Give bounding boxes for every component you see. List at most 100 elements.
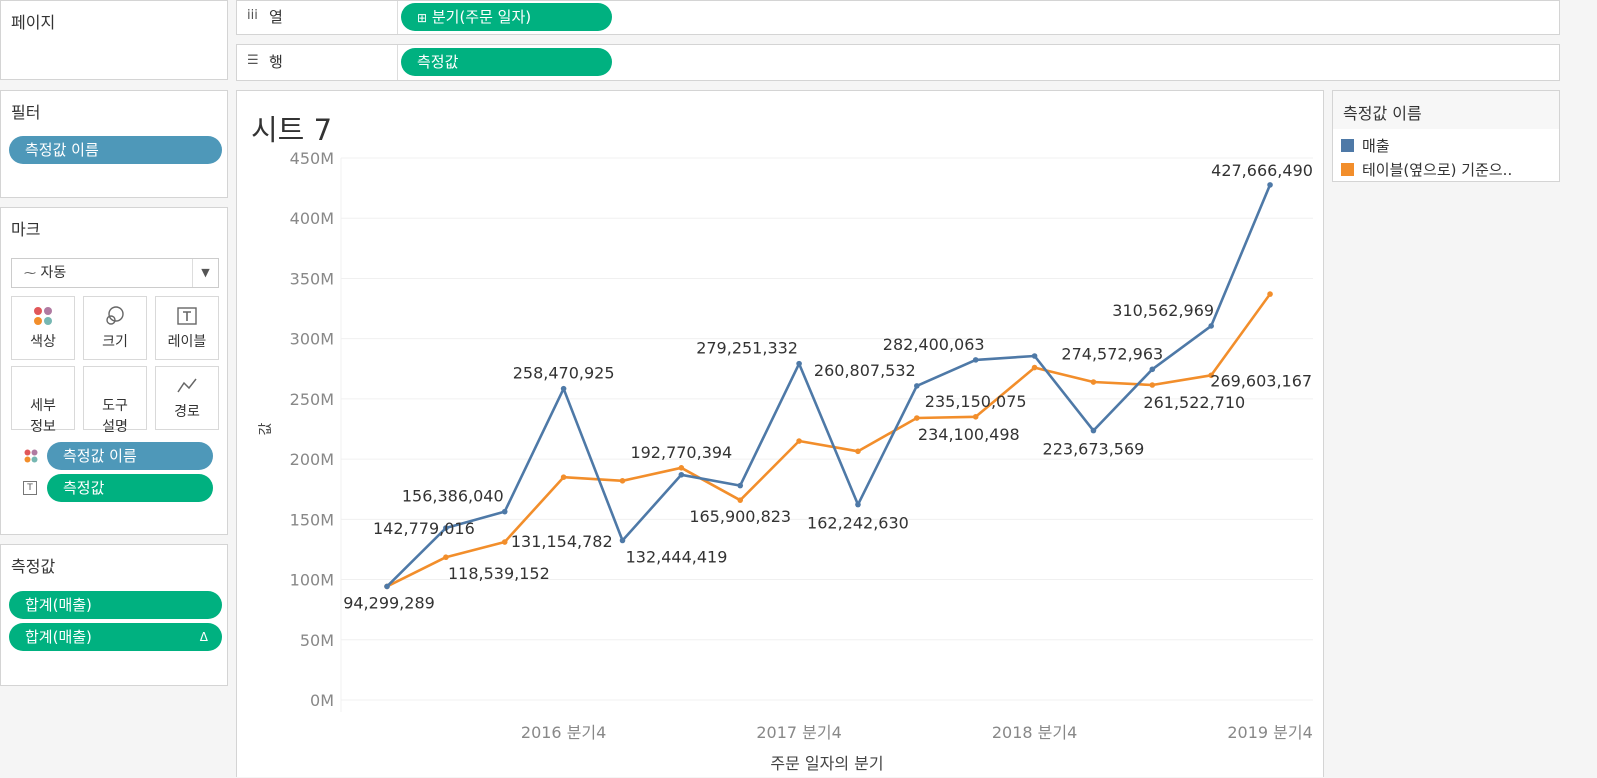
- data-point: [560, 385, 567, 392]
- data-label: 258,470,925: [513, 364, 615, 383]
- data-point: [1031, 353, 1038, 359]
- detail-button[interactable]: 세부 정보: [11, 366, 75, 435]
- x-tick-label: 2018 분기4: [992, 723, 1077, 742]
- data-label: 282,400,063: [883, 335, 985, 354]
- x-axis-title: 주문 일자의 분기: [770, 754, 883, 773]
- tooltip-button[interactable]: 도구 설명: [83, 366, 147, 435]
- filter-pill-measure-names[interactable]: 측정값 이름: [9, 136, 222, 164]
- data-label: 427,666,490: [1211, 161, 1313, 180]
- data-label: 260,807,532: [814, 361, 916, 380]
- color-button[interactable]: 색상: [11, 296, 75, 360]
- color-icon: [34, 307, 52, 325]
- filters-title: 필터: [11, 103, 41, 122]
- legend-label: 테이블(옆으로) 기준으..: [1362, 161, 1513, 179]
- text-mark-icon: T: [23, 481, 37, 495]
- tooltip-label: 도구 설명: [102, 398, 128, 435]
- size-icon: [106, 306, 124, 325]
- columns-label: 열: [269, 8, 283, 26]
- chevron-down-icon: ▼: [192, 259, 218, 287]
- rows-shelf: ☰ 행 측정값: [236, 44, 1560, 81]
- rows-label: 행: [269, 53, 283, 71]
- y-tick-label: 100M: [290, 571, 334, 590]
- y-axis-title: 값: [258, 422, 274, 435]
- columns-pill-label: 분기(주문 일자): [431, 8, 532, 26]
- data-label: 279,251,332: [696, 339, 798, 358]
- legend-item-sales[interactable]: 매출: [1341, 135, 1390, 156]
- data-label: 234,100,498: [918, 425, 1020, 444]
- y-tick-label: 250M: [290, 390, 334, 409]
- legend-swatch: [1341, 163, 1354, 176]
- data-point: [384, 583, 390, 590]
- x-tick-label: 2019 분기4: [1227, 723, 1312, 742]
- rows-pill-measure-values[interactable]: 측정값: [401, 48, 612, 76]
- data-point: [972, 413, 979, 420]
- line-chart: 0M 50M 100M 150M 200M 250M 300M 350M 400M 450M 201…: [258, 149, 1313, 773]
- shelf-divider: [397, 1, 398, 34]
- sheet-title: 시트 7: [251, 113, 333, 147]
- columns-pill-quarter[interactable]: ⊞ 분기(주문 일자): [401, 3, 612, 31]
- measure-pill-sales[interactable]: 합계(매출): [9, 591, 222, 619]
- size-button[interactable]: 크기: [83, 296, 147, 360]
- path-icon: [177, 378, 197, 393]
- data-point: [796, 438, 802, 444]
- data-point: [914, 415, 920, 421]
- data-point: [678, 471, 685, 478]
- data-point: [737, 497, 744, 503]
- data-point: [678, 465, 685, 471]
- data-point: [443, 525, 449, 531]
- data-point: [737, 482, 744, 489]
- rows-icon: ☰: [247, 53, 259, 68]
- color-label: 색상: [30, 334, 56, 350]
- data-label: 165,900,823: [689, 507, 791, 526]
- pages-title: 페이지: [11, 13, 56, 32]
- y-tick-label: 400M: [290, 209, 334, 228]
- series-line-0: [386, 184, 1272, 588]
- line-icon: ⁓: [24, 266, 36, 280]
- label-label: 레이블: [167, 334, 207, 350]
- data-point: [914, 383, 920, 389]
- columns-icon: iii: [247, 8, 258, 23]
- legend-item-table-calc[interactable]: 테이블(옆으로) 기준으..: [1341, 159, 1512, 180]
- measure-pill-sales-table-calc[interactable]: 합계(매출) Δ: [9, 623, 222, 651]
- data-label: 94,299,289: [343, 593, 435, 612]
- y-tick-label: 50M: [300, 631, 334, 650]
- data-point: [1208, 372, 1214, 379]
- legend-card: 측정값 이름 매출 테이블(옆으로) 기준으..: [1332, 90, 1560, 182]
- data-point: [619, 477, 626, 484]
- text-icon: [177, 307, 197, 325]
- data-point: [501, 539, 508, 545]
- mark-type-label: 자동: [40, 265, 67, 281]
- filters-card: 필터 측정값 이름: [0, 90, 228, 198]
- y-tick-label: 450M: [290, 149, 334, 168]
- data-point: [443, 554, 449, 561]
- path-button[interactable]: 경로: [155, 366, 219, 430]
- data-point: [1267, 182, 1273, 188]
- mark-pill-measure-names[interactable]: 측정값 이름: [47, 442, 213, 470]
- data-point: [1267, 291, 1273, 297]
- x-tick-label: 2016 분기4: [521, 723, 606, 742]
- y-tick-label: 200M: [290, 450, 334, 469]
- data-point: [1208, 323, 1214, 329]
- pages-card: 페이지: [0, 0, 228, 80]
- size-label: 크기: [102, 334, 128, 350]
- data-label: 235,150,075: [925, 392, 1027, 411]
- data-point: [619, 537, 626, 544]
- mark-type-dropdown[interactable]: ⁓ 자동 ▼: [11, 258, 219, 288]
- label-button[interactable]: 레이블: [155, 296, 219, 360]
- marks-card: 마크 ⁓ 자동 ▼ 색상 크기 레이블 세부 정보 도구 설명 경로: [0, 207, 228, 535]
- y-tick-label: 350M: [290, 269, 334, 288]
- legend-swatch: [1341, 139, 1354, 152]
- x-tick-label: 2017 분기4: [756, 723, 841, 742]
- marks-title: 마크: [11, 220, 41, 239]
- data-point: [1149, 366, 1156, 373]
- y-tick-label: 0M: [310, 691, 334, 710]
- path-label: 경로: [174, 404, 200, 420]
- legend-title: 측정값 이름: [1333, 91, 1559, 129]
- data-label: 162,242,630: [807, 514, 909, 533]
- mark-pill-measure-values[interactable]: 측정값: [47, 474, 213, 502]
- data-label: 156,386,040: [402, 487, 504, 506]
- data-label: 223,673,569: [1043, 440, 1145, 459]
- data-label: 274,572,963: [1061, 344, 1163, 363]
- measure-values-title: 측정값: [11, 557, 56, 576]
- data-point: [855, 501, 861, 508]
